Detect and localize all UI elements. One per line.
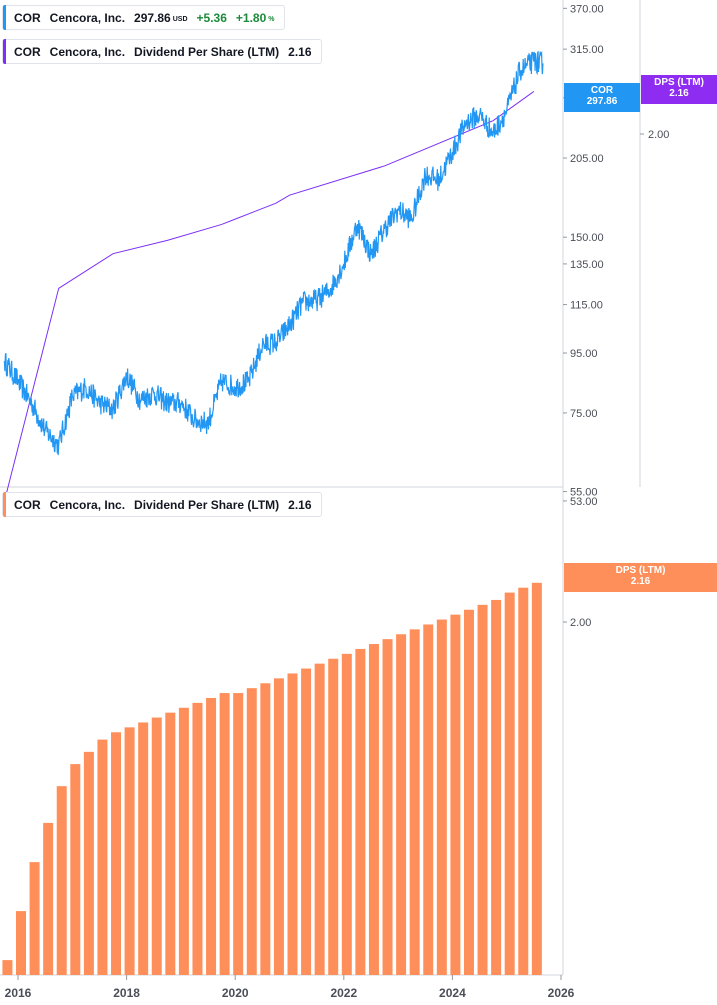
price-axis: 405.00370.00315.00260.00205.00150.00135.… [563,3,604,508]
dps-bar [301,668,312,975]
legend-price: 297.86 [134,10,171,25]
dps-bar-ticker: COR [14,497,41,512]
year-tick-label: 2020 [222,986,249,1000]
dps-bar [518,587,529,975]
dps-tag-top-name: DPS (LTM) [654,77,704,88]
dps-bar [341,653,352,975]
dps-bar [56,786,67,975]
dps-line [3,91,535,502]
dps-tag-bottom: DPS (LTM) 2.16 [564,563,717,592]
price-tick-label: 205.00 [570,153,604,165]
price-tick-label: 315.00 [570,44,604,56]
dps-bar [16,911,26,975]
dps-bar [43,822,54,975]
top-dps-tick-label: 2.00 [648,129,669,141]
dps-bar [111,732,122,975]
dps-bar [409,629,420,975]
dps-bar [491,599,502,975]
dps-bar [192,702,203,975]
price-tick-label: 370.00 [570,3,604,15]
dps-bar [233,693,244,975]
time-axis: 2016 2018 2020 2022 2024 2026 [5,975,575,1000]
price-line [3,50,544,456]
price-tick-label: 95.00 [570,348,598,360]
price-tick-label: 135.00 [570,259,604,271]
dps-bar [138,722,149,975]
dps-bar [97,739,108,975]
price-tick-label: 115.00 [570,300,603,312]
price-tick-label: 53.00 [570,496,598,508]
dps-bar-value: 2.16 [288,497,312,512]
price-tag: COR 297.86 [564,83,640,112]
dps-bar [355,648,366,975]
year-tick-label: 2026 [548,986,575,1000]
price-tick-label: 150.00 [570,232,604,244]
dps-bar-layer [2,582,542,975]
top-dps-axis: 2.00 [640,129,669,141]
dps-bar [382,639,393,975]
dps-bar [2,960,13,975]
year-tick-label: 2016 [5,986,32,1000]
price-tick-label: 55.00 [570,487,598,499]
price-tag-value: 297.86 [586,96,618,107]
dps-tag-bottom-name: DPS (LTM) [615,565,666,576]
dps-line-metric: Dividend Per Share (LTM) [134,44,280,59]
dps-tag-top-value: 2.16 [669,88,689,99]
dps-line-value: 2.16 [288,44,312,59]
dps-bar [328,658,339,975]
dps-bar-company: Cencora, Inc. [49,497,126,512]
dps-bar [178,707,189,975]
dps-bar [463,609,474,975]
dps-bar-swatch [3,492,6,517]
dps-bar [368,644,379,975]
dps-bar [70,764,81,975]
dps-line-swatch [3,39,6,64]
dps-bar [477,604,488,975]
dps-bar [83,751,94,975]
price-tag-name: COR [590,85,614,96]
dps-bar [273,678,284,975]
dps-bar [450,614,461,975]
year-tick-label: 2022 [330,986,357,1000]
dps-bar [165,712,176,975]
dps-bar-metric: Dividend Per Share (LTM) [134,497,280,512]
price-tick-label: 75.00 [570,408,598,420]
dps-bar-legend[interactable]: COR Cencora, Inc. Dividend Per Share (LT… [2,492,322,517]
legend-currency: USD [172,15,188,23]
dps-bar [314,663,325,975]
price-line-layer [3,50,544,456]
legend-company-name: Cencora, Inc. [49,10,126,25]
dps-tag-bottom-value: 2.16 [630,576,651,587]
dps-bar [423,624,434,975]
dps-bar [287,673,298,975]
dps-bar [260,683,271,975]
dps-bar [124,727,135,975]
legend-pct-sign: % [268,15,275,23]
dps-bar [531,582,542,975]
price-legend[interactable]: COR Cencora, Inc. 297.86 USD +5.36 +1.80… [2,5,285,30]
dps-line-company: Cencora, Inc. [49,44,126,59]
legend-change-pct: +1.80 [235,10,267,25]
dps-bar [206,697,217,975]
year-tick-label: 2024 [439,986,466,1000]
dps-line-layer [3,91,535,502]
dps-bar [151,717,162,975]
price-series-swatch [3,5,6,30]
year-tick-label: 2018 [113,986,140,1000]
dps-bar [396,634,407,975]
dps-bar [246,688,257,975]
dps-bar [29,862,40,975]
dps-bar [504,592,515,975]
legend-change: +5.36 [196,10,227,25]
legend-ticker: COR [14,10,41,25]
dps-bar [219,693,230,975]
bottom-dps-axis: 2.00 [563,617,591,629]
dps-bar [436,619,447,975]
dps-tag-top: DPS (LTM) 2.16 [641,75,717,104]
dps-line-legend[interactable]: COR Cencora, Inc. Dividend Per Share (LT… [2,39,322,64]
dps-line-ticker: COR [14,44,41,59]
bottom-dps-tick-label: 2.00 [570,617,591,629]
